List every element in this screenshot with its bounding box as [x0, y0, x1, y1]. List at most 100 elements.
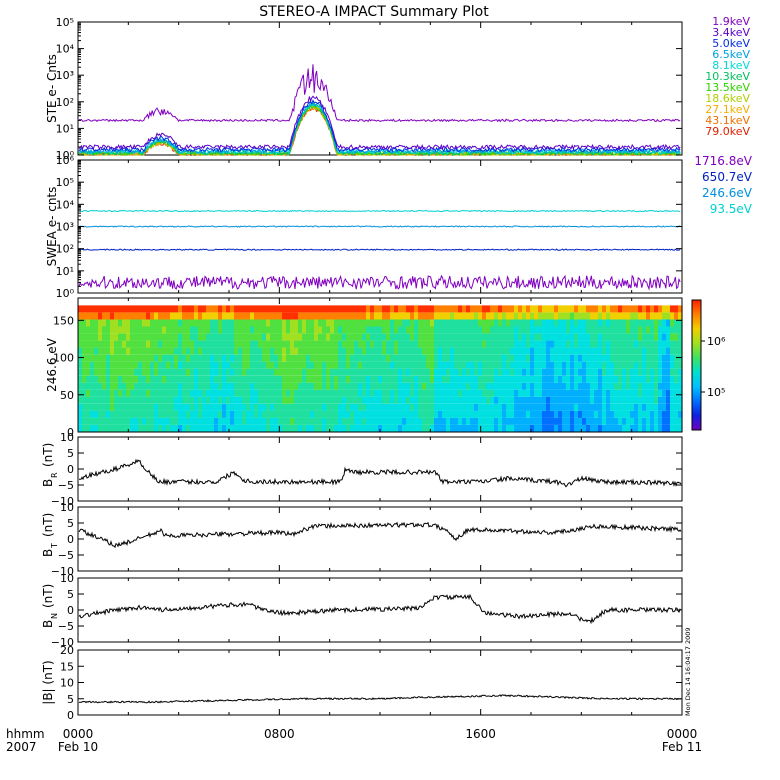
heatmap-cell [654, 354, 659, 362]
heatmap-cell [594, 347, 599, 355]
heatmap-cell [98, 305, 103, 313]
heatmap-cell [530, 361, 535, 369]
heatmap-cell [366, 417, 371, 425]
heatmap-cell [266, 347, 271, 355]
heatmap-cell [274, 425, 279, 432]
heatmap-cell [578, 382, 583, 390]
heatmap-cell [398, 417, 403, 425]
heatmap-cell [254, 312, 259, 320]
heatmap-cell [622, 403, 627, 411]
heatmap-cell [106, 375, 111, 383]
heatmap-cell [534, 403, 539, 411]
heatmap-cell [362, 312, 367, 320]
heatmap-cell [530, 389, 535, 397]
ste-legend-entry: 3.4keV [712, 26, 750, 39]
heatmap-cell [638, 375, 643, 383]
ste-panel-frame [77, 21, 683, 156]
heatmap-cell [402, 417, 407, 425]
heatmap-cell [110, 375, 115, 383]
heatmap-cell [370, 368, 375, 376]
heatmap-cell [626, 326, 631, 334]
heatmap-cell [674, 368, 679, 376]
heatmap-cell [134, 326, 139, 334]
heatmap-cell [162, 305, 167, 313]
heatmap-cell [538, 417, 543, 425]
heatmap-cell [570, 375, 575, 383]
heatmap-cell [194, 375, 199, 383]
heatmap-cell [346, 389, 351, 397]
heatmap-cell [630, 347, 635, 355]
heatmap-cell [118, 396, 123, 404]
heatmap-cell [250, 354, 255, 362]
heatmap-cell [438, 410, 443, 418]
heatmap-cell [294, 333, 299, 341]
heatmap-cell [226, 425, 231, 432]
heatmap-cell [330, 389, 335, 397]
heatmap-cell [458, 368, 463, 376]
heatmap-cell [510, 417, 515, 425]
bn-trace [78, 593, 682, 625]
heatmap-cell [298, 312, 303, 320]
heatmap-cell [602, 368, 607, 376]
heatmap-cell [618, 333, 623, 341]
heatmap-cell [126, 340, 131, 348]
heatmap-cell [110, 326, 115, 334]
heatmap-cell [234, 425, 239, 432]
heatmap-cell [526, 389, 531, 397]
heatmap-cell [174, 368, 179, 376]
heatmap-cell [178, 403, 183, 411]
heatmap-cell [414, 368, 419, 376]
heatmap-cell [486, 425, 491, 432]
heatmap-cell [518, 319, 523, 327]
heatmap-cell [454, 396, 459, 404]
heatmap-cell [298, 410, 303, 418]
heatmap-cell [374, 417, 379, 425]
heatmap-cell [578, 361, 583, 369]
heatmap-cell [442, 312, 447, 320]
heatmap-cell [342, 382, 347, 390]
heatmap-cell [398, 375, 403, 383]
heatmap-cell [214, 403, 219, 411]
heatmap-cell [626, 312, 631, 320]
heatmap-cell [406, 361, 411, 369]
heatmap-cell [346, 417, 351, 425]
heatmap-cell [610, 410, 615, 418]
heatmap-cell [590, 305, 595, 313]
heatmap-cell [582, 425, 587, 432]
heatmap-cell [294, 403, 299, 411]
heatmap-cell [374, 333, 379, 341]
heatmap-cell [206, 396, 211, 404]
heatmap-cell [138, 389, 143, 397]
heatmap-cell [542, 368, 547, 376]
heatmap-cell [282, 368, 287, 376]
heatmap-cell [634, 340, 639, 348]
heatmap-cell [246, 389, 251, 397]
heatmap-cell [438, 417, 443, 425]
heatmap-cell [246, 361, 251, 369]
heatmap-cell [230, 396, 235, 404]
heatmap-cell [326, 382, 331, 390]
heatmap-cell [150, 410, 155, 418]
heatmap-cell [454, 382, 459, 390]
heatmap-cell [410, 382, 415, 390]
heatmap-cell [306, 305, 311, 313]
heatmap-cell [650, 326, 655, 334]
heatmap-cell [462, 396, 467, 404]
heatmap-cell [466, 403, 471, 411]
heatmap-cell [626, 375, 631, 383]
heatmap-cell [314, 354, 319, 362]
heatmap-cell [554, 417, 559, 425]
heatmap-cell [490, 425, 495, 432]
heatmap-cell [562, 417, 567, 425]
heatmap-cell [482, 368, 487, 376]
heatmap-cell [154, 389, 159, 397]
heatmap-cell [294, 417, 299, 425]
heatmap-cell [302, 389, 307, 397]
heatmap-cell [458, 319, 463, 327]
heatmap-cell [278, 410, 283, 418]
heatmap-cell [490, 347, 495, 355]
heatmap-cell [342, 312, 347, 320]
heatmap-cell [230, 361, 235, 369]
heatmap-cell [646, 389, 651, 397]
heatmap-cell [566, 396, 571, 404]
